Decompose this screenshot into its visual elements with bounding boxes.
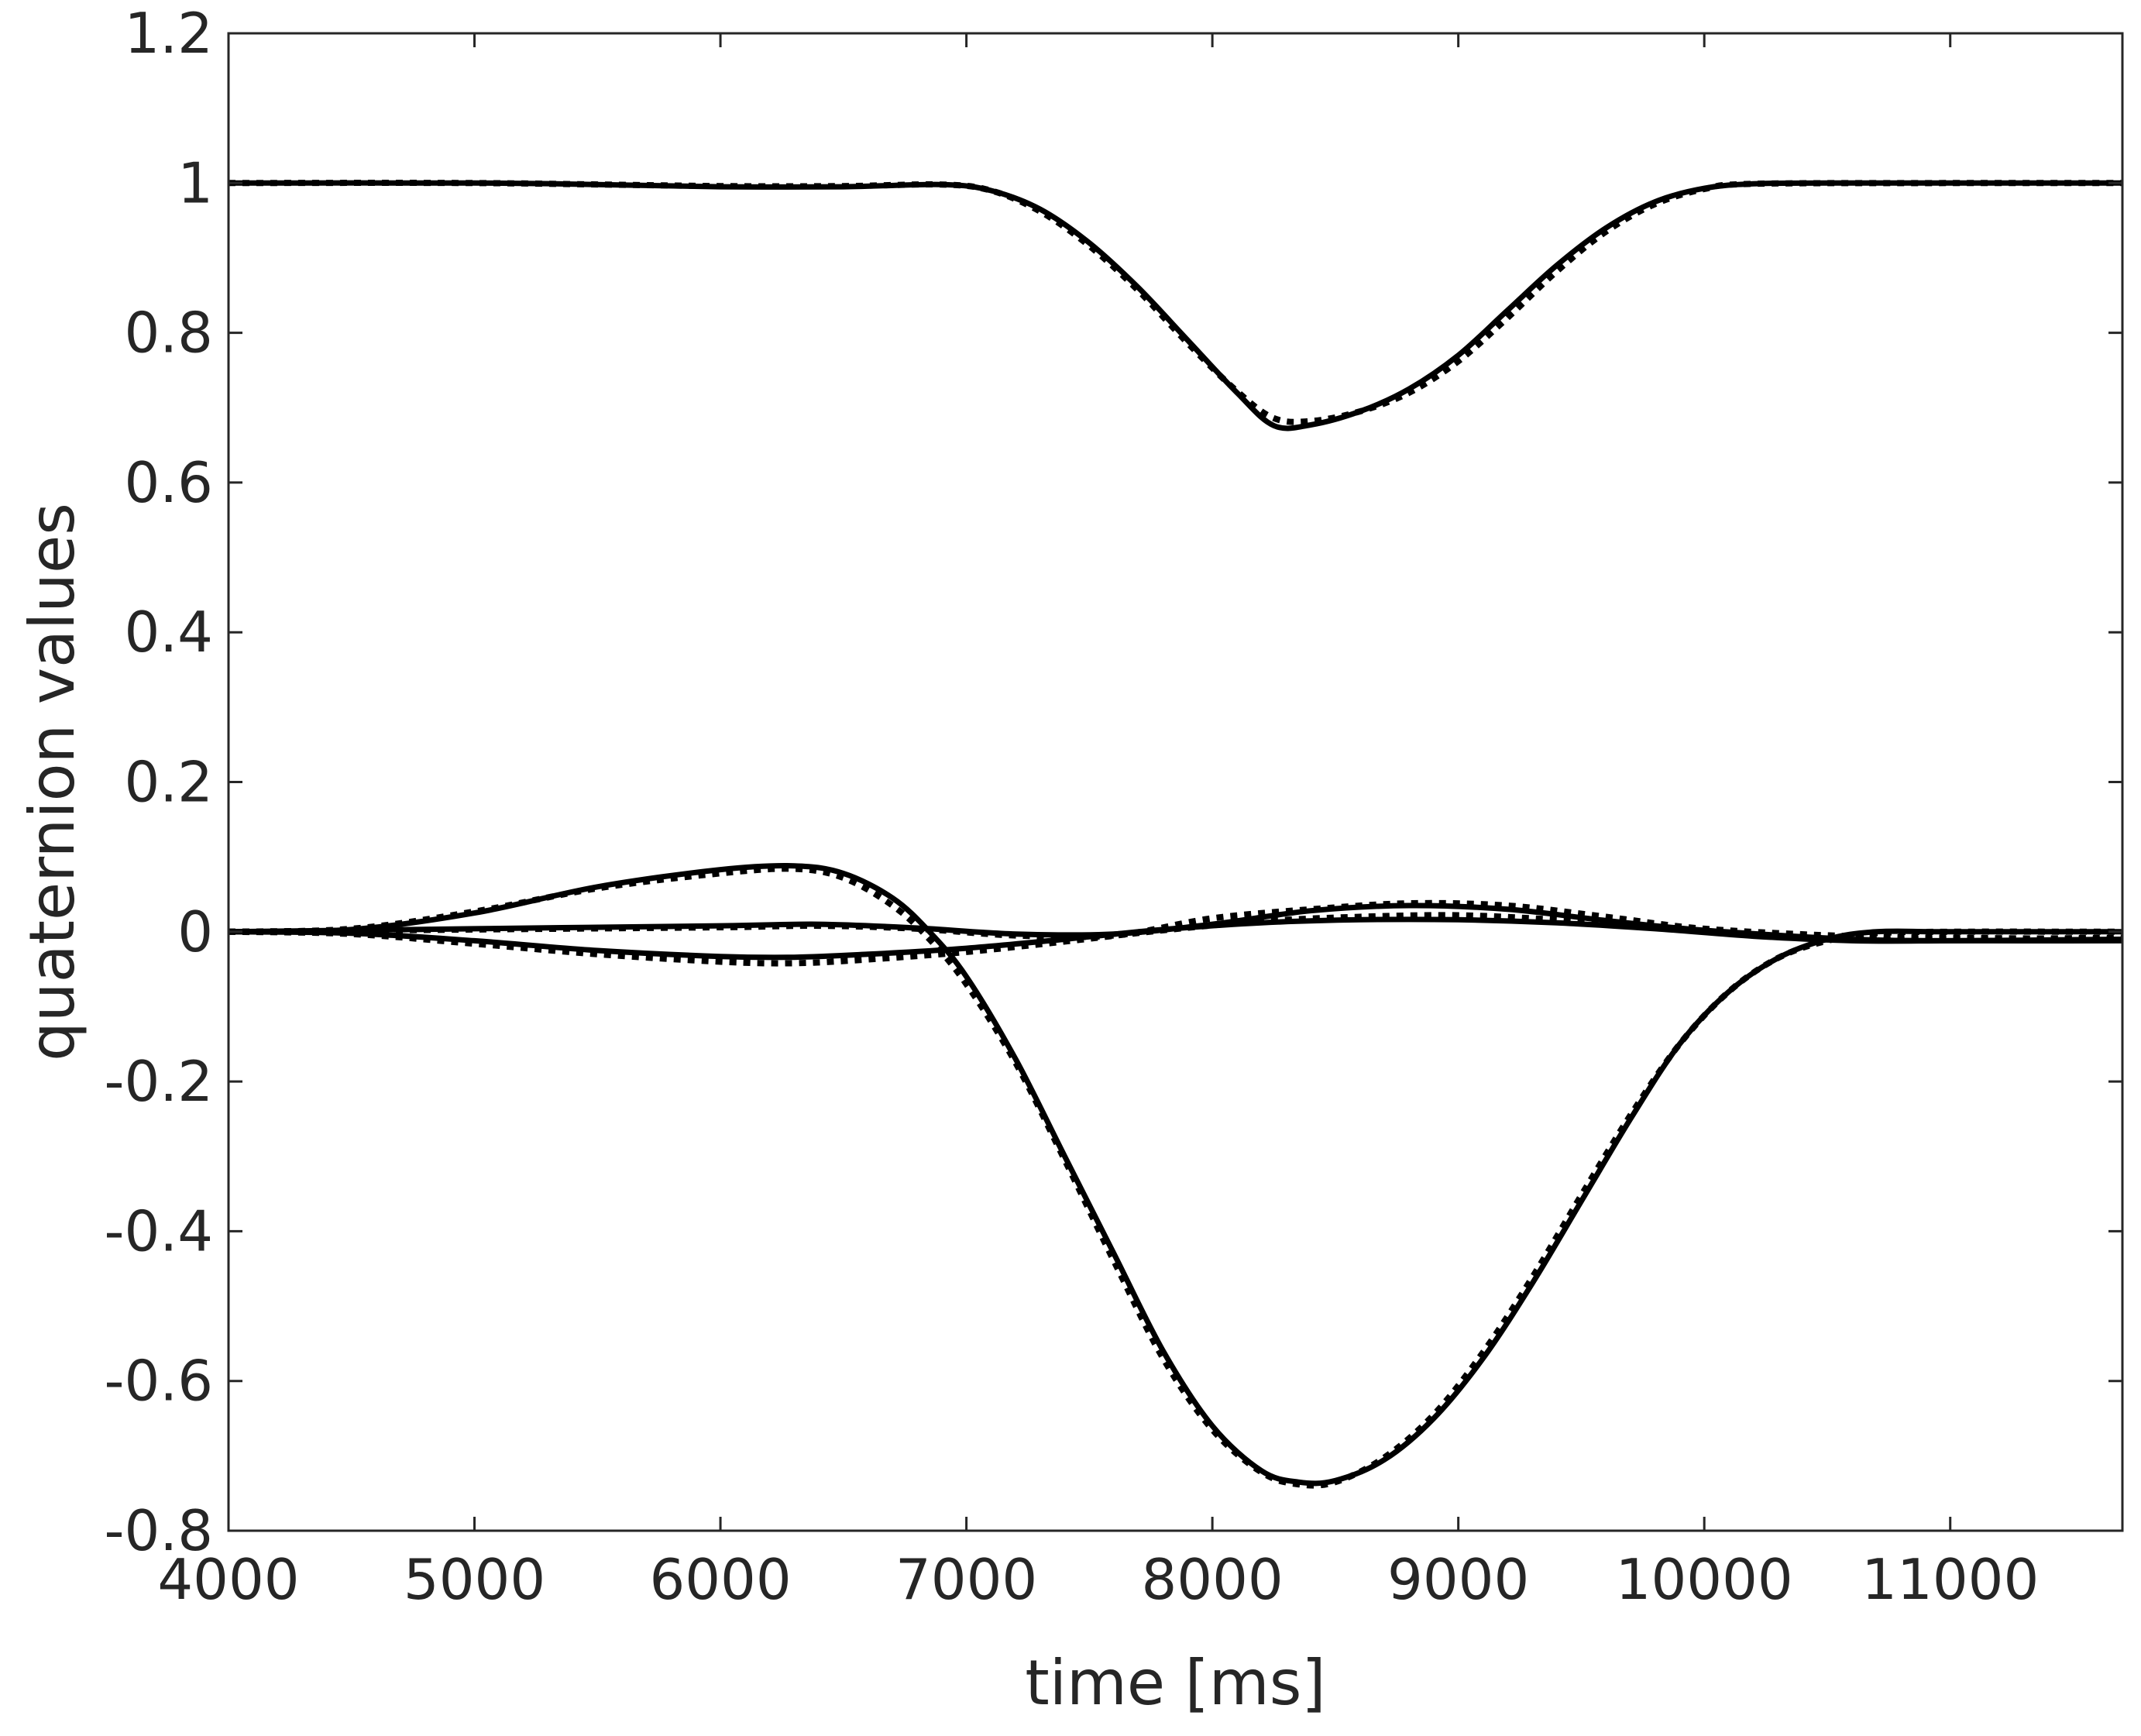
x-tick-label: 7000 xyxy=(895,1547,1037,1612)
series-line-q-small-a-dotted xyxy=(229,899,2122,943)
y-tick-label: -0.4 xyxy=(105,1198,213,1263)
y-tick-label: 0.8 xyxy=(124,301,213,366)
x-axis-label: time [ms] xyxy=(1025,1647,1325,1719)
y-tick-label: 0 xyxy=(177,899,213,964)
y-tick-label: 0.4 xyxy=(124,600,213,665)
y-tick-label: -0.2 xyxy=(105,1049,213,1114)
tick-label-layer: 4000 5000 6000 7000 8000 9000 10000 11000 1.2 1 0.… xyxy=(105,1,2040,1612)
y-tick-label: 0.6 xyxy=(124,450,213,515)
x-tick-label: 9000 xyxy=(1387,1547,1529,1612)
x-tick-label: 6000 xyxy=(649,1547,791,1612)
series-line-q-large-dotted xyxy=(229,865,2122,1489)
series-layer xyxy=(229,180,2122,1489)
series-line-q0-dotted xyxy=(229,180,2122,425)
y-tick-label: -0.6 xyxy=(105,1349,213,1414)
x-tick-label: 8000 xyxy=(1142,1547,1284,1612)
x-tick-label: 10000 xyxy=(1616,1547,1793,1612)
x-tick-label: 5000 xyxy=(404,1547,545,1612)
y-axis-label: quaternion values xyxy=(16,503,88,1061)
plot-area-frame xyxy=(227,32,2124,1532)
x-tick-label: 11000 xyxy=(1861,1547,2039,1612)
series-line-q-small-b-solid xyxy=(229,916,2122,961)
y-tick-label: 1 xyxy=(177,150,213,215)
y-tick-label: 1.2 xyxy=(124,1,213,66)
y-tick-label: -0.8 xyxy=(105,1498,213,1563)
y-tick-label: 0.2 xyxy=(124,750,213,815)
x-tick-label: 4000 xyxy=(157,1547,299,1612)
